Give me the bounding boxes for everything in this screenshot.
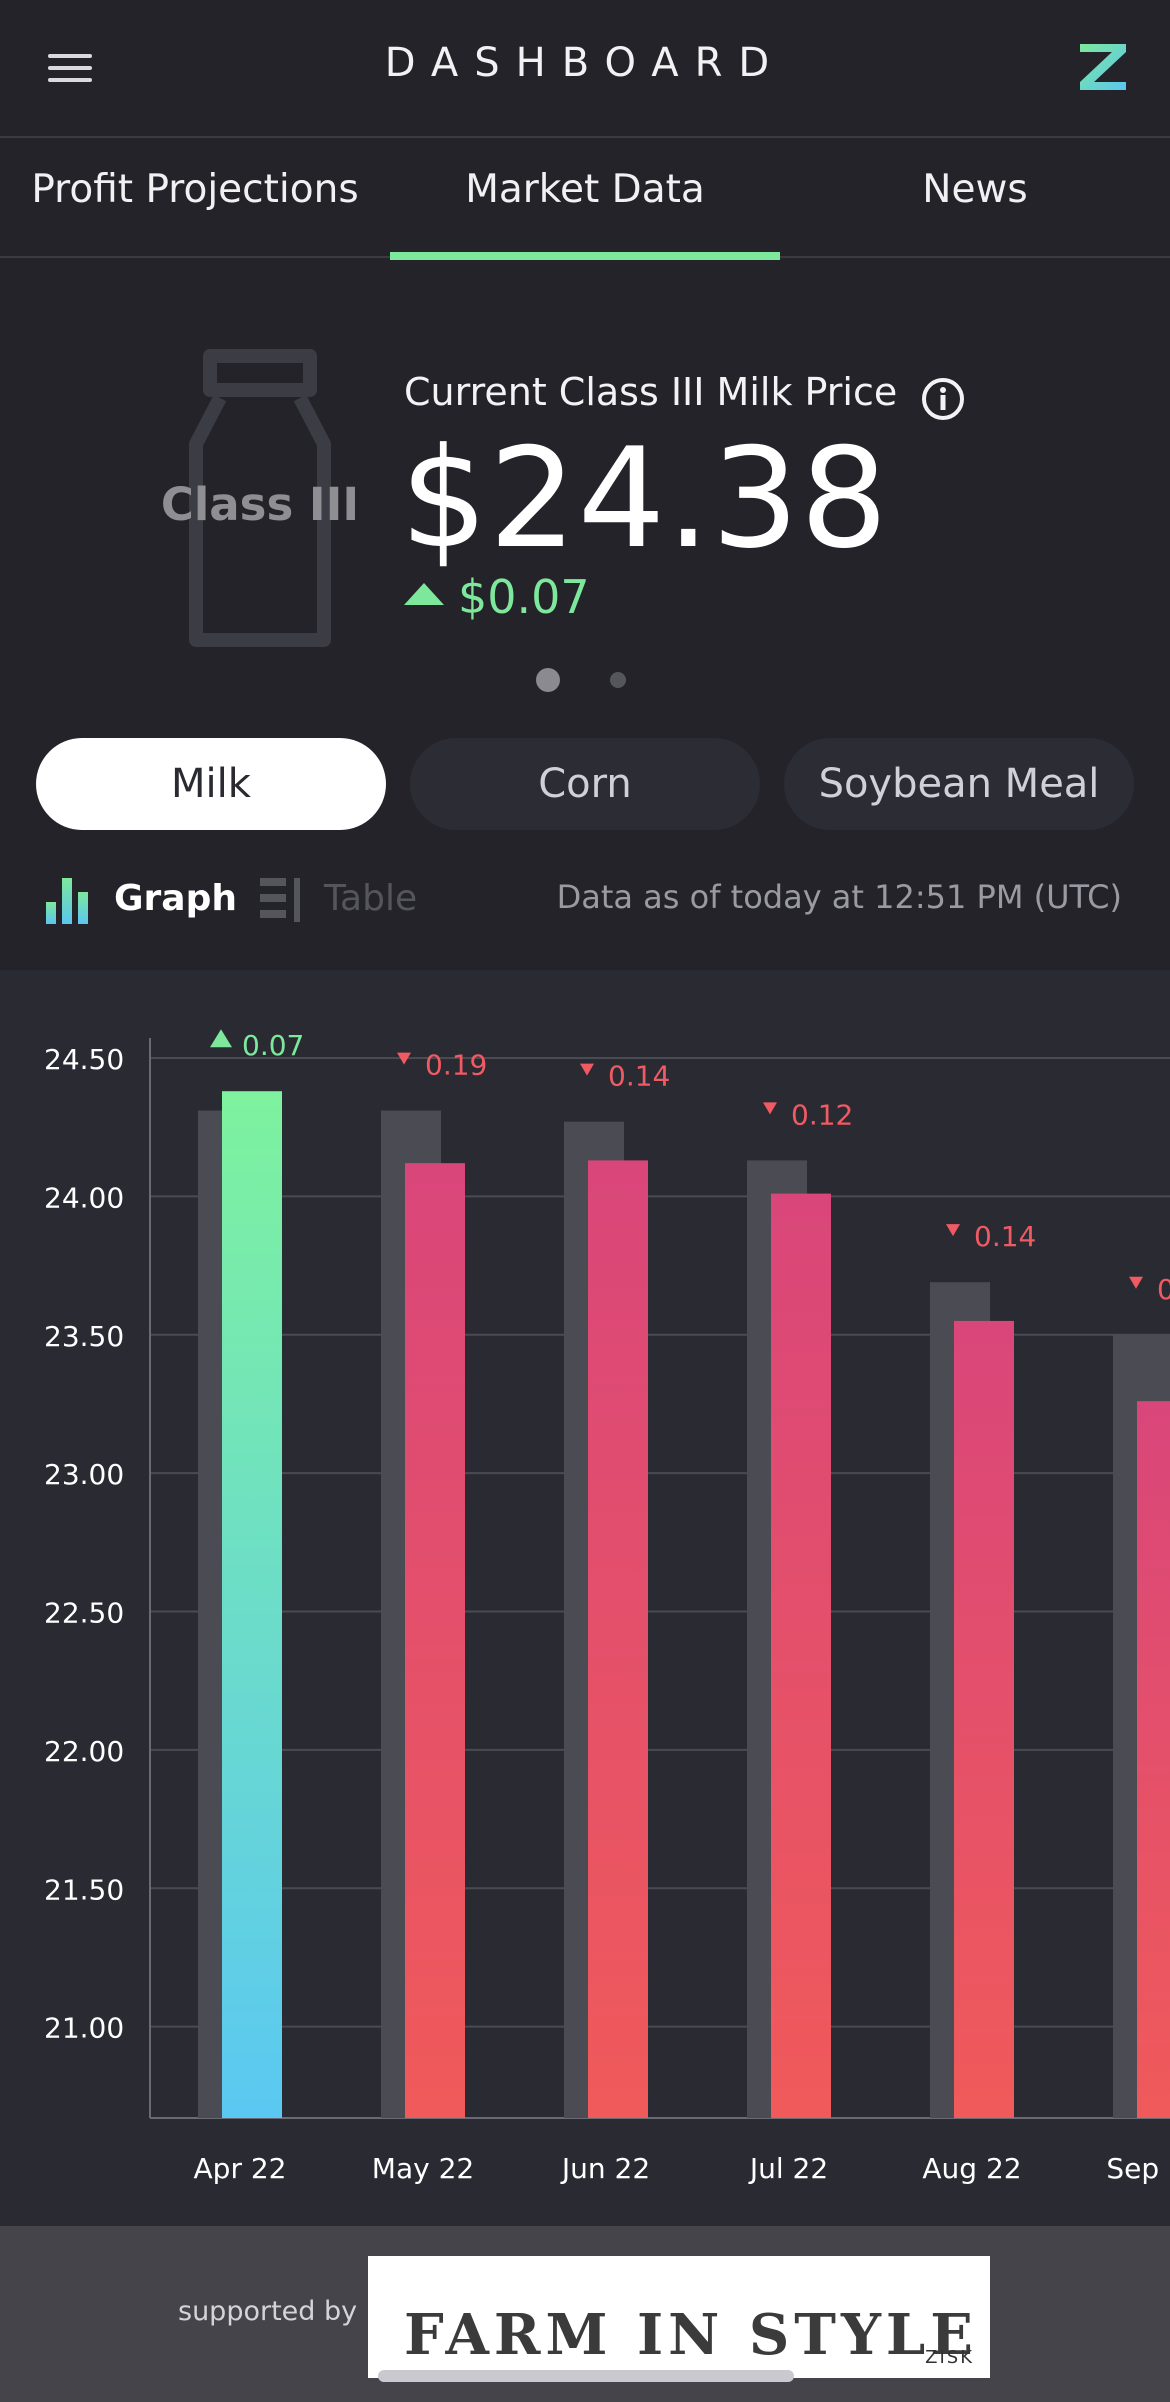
price-change: $0.07 <box>404 570 590 624</box>
home-indicator[interactable] <box>378 2370 794 2382</box>
tab-bar: Profit Projections Market Data News <box>0 140 1170 260</box>
x-tick-label: Sep 22 <box>1106 2152 1170 2185</box>
supported-by-label: supported by <box>178 2296 358 2327</box>
x-tick-label: Jul 22 <box>748 2152 828 2185</box>
change-up-icon <box>210 1029 232 1048</box>
sponsor-brand: ZISK <box>925 2347 974 2368</box>
y-tick-label: 23.00 <box>44 1458 124 1491</box>
page-dot-active[interactable] <box>536 668 560 692</box>
sponsor-banner[interactable]: FARM IN STYLE ZISK <box>368 2256 990 2378</box>
tab-profit-projections[interactable]: Profit Projections <box>31 167 359 212</box>
change-label: 0.12 <box>791 1098 853 1131</box>
change-label: 0.24 <box>1157 1273 1170 1306</box>
segment-corn[interactable]: Corn <box>410 738 760 830</box>
change-down-icon <box>1129 1276 1143 1289</box>
y-tick-label: 24.50 <box>44 1043 124 1076</box>
chart-svg: 24.50 24.00 23.50 23.00 22.50 22.00 21.50 21.00… <box>44 1029 1170 2185</box>
bar-current <box>588 1160 648 2118</box>
table-label: Table <box>324 878 418 919</box>
tab-news[interactable]: News <box>922 167 1028 212</box>
up-arrow-icon <box>404 583 444 605</box>
segment-milk[interactable]: Milk <box>36 738 386 830</box>
data-timestamp: Data as of today at 12:51 PM (UTC) <box>556 878 1122 916</box>
graph-label: Graph <box>114 878 237 919</box>
bar-current <box>1137 1401 1170 2118</box>
info-icon[interactable] <box>920 376 966 422</box>
current-price: $24.38 <box>400 418 889 579</box>
milk-price-chart: 24.50 24.00 23.50 23.00 22.50 22.00 21.50 21.00… <box>0 970 1170 2226</box>
sponsor-name: FARM IN STYLE <box>404 2302 978 2368</box>
bar-chart-icon <box>46 878 88 924</box>
change-label: 0.14 <box>608 1060 670 1093</box>
bar-current <box>771 1193 831 2118</box>
page-dot[interactable] <box>610 672 626 688</box>
x-tick-label: Jun 22 <box>560 2152 650 2185</box>
change-down-icon <box>397 1052 411 1065</box>
zisk-logo-icon[interactable] <box>1076 40 1130 94</box>
bottle-class-label: Class III <box>160 478 360 531</box>
x-tick-label: Apr 22 <box>194 2152 287 2185</box>
table-icon <box>260 878 300 922</box>
y-tick-label: 21.00 <box>44 2012 124 2045</box>
price-caption: Current Class III Milk Price <box>404 370 898 414</box>
y-tick-label: 23.50 <box>44 1320 124 1353</box>
bar-current <box>954 1320 1014 2118</box>
y-tick-label: 21.50 <box>44 1873 124 1906</box>
x-tick-label: Aug 22 <box>922 2152 1021 2185</box>
change-down-icon <box>580 1063 594 1076</box>
milk-bottle-icon <box>189 349 331 647</box>
x-tick-label: May 22 <box>372 2152 474 2185</box>
change-label: 0.19 <box>425 1049 487 1082</box>
bar-current <box>405 1163 465 2118</box>
y-tick-label: 22.50 <box>44 1597 124 1630</box>
segment-soybean-meal[interactable]: Soybean Meal <box>784 738 1134 830</box>
change-label: 0.07 <box>242 1029 304 1062</box>
y-tick-label: 22.00 <box>44 1735 124 1768</box>
y-tick-label: 24.00 <box>44 1181 124 1214</box>
price-change-value: $0.07 <box>458 570 590 624</box>
tab-market-data[interactable]: Market Data <box>390 140 780 260</box>
change-label: 0.14 <box>974 1220 1036 1253</box>
bar-current <box>222 1091 282 2118</box>
change-down-icon <box>946 1224 960 1237</box>
change-down-icon <box>763 1102 777 1115</box>
page-title: DASHBOARD <box>384 40 786 86</box>
hamburger-menu-icon[interactable] <box>40 44 100 92</box>
app-header: DASHBOARD <box>0 0 1170 138</box>
